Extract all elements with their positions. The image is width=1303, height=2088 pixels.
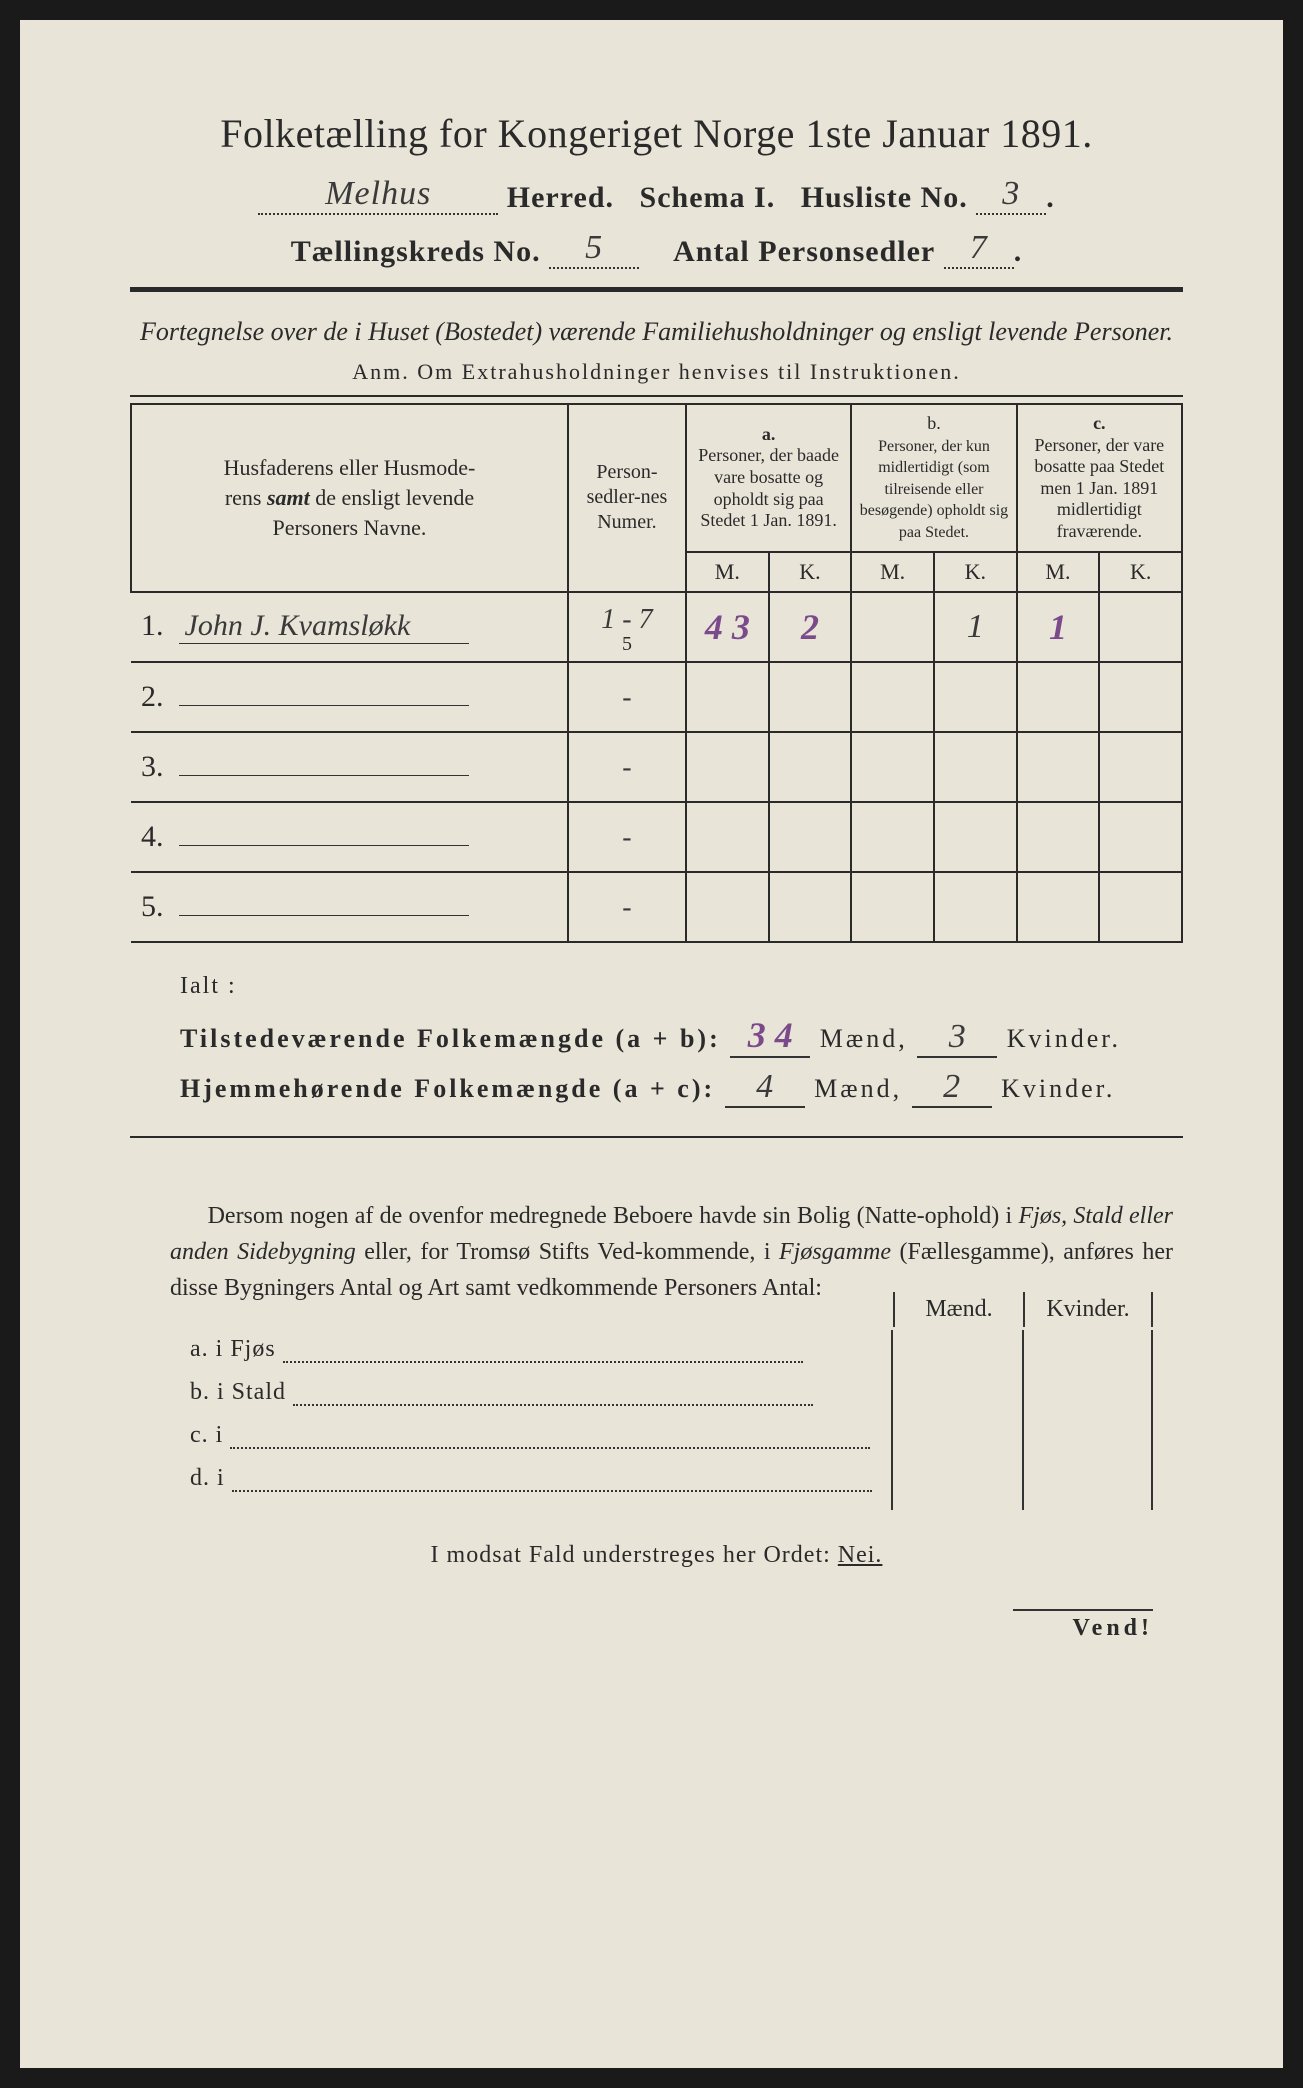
header-line-3: Tællingskreds No. 5 Antal Personsedler 7… — [130, 229, 1183, 269]
sum1-m: 3 4 — [748, 1015, 793, 1055]
table-row: 3. - — [131, 732, 1182, 802]
col-b-m: M. — [851, 552, 934, 592]
row-a-m: 4 3 — [686, 592, 769, 662]
husliste-label: Husliste No. — [801, 181, 968, 214]
antal-value: 7 — [970, 229, 988, 266]
row-num: - — [568, 662, 686, 732]
row-c-k — [1099, 872, 1182, 942]
col-b-k: K. — [934, 552, 1017, 592]
row-num: 1 - 75 — [568, 592, 686, 662]
divider — [130, 395, 1183, 397]
row-b-m — [851, 592, 934, 662]
nei-line: I modsat Fald understreges her Ordet: Ne… — [130, 1542, 1183, 1569]
table-row: 1. John J. Kvamsløkk 1 - 75 4 3 2 1 1 — [131, 592, 1182, 662]
kreds-label: Tællingskreds No. — [291, 235, 541, 268]
sum-present: Tilstedeværende Folkemængde (a + b): 3 4… — [180, 1014, 1183, 1058]
row-c-m — [1017, 802, 1100, 872]
mk-columns — [891, 1330, 1153, 1510]
kreds-value: 5 — [585, 229, 603, 266]
housing-block: Mænd.Kvinder. a. i Fjøs b. i Stald c. i … — [190, 1336, 1183, 1492]
row-b-k — [934, 872, 1017, 942]
row-b-m — [851, 662, 934, 732]
row-name: 5. — [131, 872, 568, 942]
nei-word: Nei. — [838, 1542, 883, 1568]
census-form-page: Folketælling for Kongeriget Norge 1ste J… — [20, 20, 1283, 2068]
row-a-k — [769, 872, 852, 942]
col-c-m: M. — [1017, 552, 1100, 592]
page-title: Folketælling for Kongeriget Norge 1ste J… — [130, 110, 1183, 157]
vend-label: Vend! — [1013, 1609, 1153, 1642]
row-a-m — [686, 872, 769, 942]
row-a-k: 2 — [769, 592, 852, 662]
row-num: - — [568, 732, 686, 802]
housing-paragraph: Dersom nogen af de ovenfor medregnede Be… — [170, 1198, 1173, 1306]
row-c-m — [1017, 872, 1100, 942]
row-b-m — [851, 802, 934, 872]
col-c-k: K. — [1099, 552, 1182, 592]
table-row: 4. - — [131, 802, 1182, 872]
row-c-m — [1017, 662, 1100, 732]
antal-label: Antal Personsedler — [673, 235, 935, 268]
row-name: 2. — [131, 662, 568, 732]
sum-resident: Hjemmehørende Folkemængde (a + c): 4 Mæn… — [180, 1068, 1183, 1108]
mk-header: Mænd.Kvinder. — [893, 1292, 1153, 1327]
table-row: 5. - — [131, 872, 1182, 942]
col-header-a: a. Personer, der baade vare bosatte og o… — [686, 404, 851, 552]
row-a-k — [769, 732, 852, 802]
row-b-m — [851, 872, 934, 942]
row-c-k — [1099, 592, 1182, 662]
sum2-m: 4 — [756, 1068, 773, 1105]
col-header-b: b. Personer, der kun midlertidigt (som t… — [851, 404, 1016, 552]
sum1-k: 3 — [949, 1018, 966, 1055]
sum2-k: 2 — [943, 1068, 960, 1105]
row-b-k — [934, 802, 1017, 872]
row-a-m — [686, 662, 769, 732]
herred-label: Herred. — [507, 181, 614, 214]
row-b-k: 1 — [934, 592, 1017, 662]
husliste-value: 3 — [1002, 175, 1020, 212]
row-b-k — [934, 732, 1017, 802]
row-c-k — [1099, 802, 1182, 872]
row-num: - — [568, 872, 686, 942]
row-name: 1. John J. Kvamsløkk — [131, 592, 568, 662]
row-c-m — [1017, 732, 1100, 802]
row-name: 4. — [131, 802, 568, 872]
col-header-c: c. Personer, der vare bosatte paa Stedet… — [1017, 404, 1182, 552]
subtitle: Fortegnelse over de i Huset (Bostedet) v… — [130, 314, 1183, 349]
row-c-k — [1099, 732, 1182, 802]
row-a-m — [686, 802, 769, 872]
schema-label: Schema I. — [640, 181, 776, 214]
table-row: 2. - — [131, 662, 1182, 732]
col-header-name: Husfaderens eller Husmode-rens samt de e… — [131, 404, 568, 592]
divider — [130, 287, 1183, 292]
row-a-k — [769, 662, 852, 732]
col-a-m: M. — [686, 552, 769, 592]
col-header-num: Person-sedler-nes Numer. — [568, 404, 686, 592]
row-a-m — [686, 732, 769, 802]
row-b-k — [934, 662, 1017, 732]
row-a-k — [769, 802, 852, 872]
row-name: 3. — [131, 732, 568, 802]
row-c-k — [1099, 662, 1182, 732]
ialt-label: Ialt : — [180, 973, 1183, 1000]
divider — [130, 1136, 1183, 1138]
col-a-k: K. — [769, 552, 852, 592]
herred-value: Melhus — [325, 175, 431, 212]
household-table: Husfaderens eller Husmode-rens samt de e… — [130, 403, 1183, 943]
row-num: - — [568, 802, 686, 872]
header-line-2: Melhus Herred. Schema I. Husliste No. 3. — [130, 175, 1183, 215]
row-c-m: 1 — [1017, 592, 1100, 662]
row-b-m — [851, 732, 934, 802]
annotation: Anm. Om Extrahusholdninger henvises til … — [130, 359, 1183, 385]
